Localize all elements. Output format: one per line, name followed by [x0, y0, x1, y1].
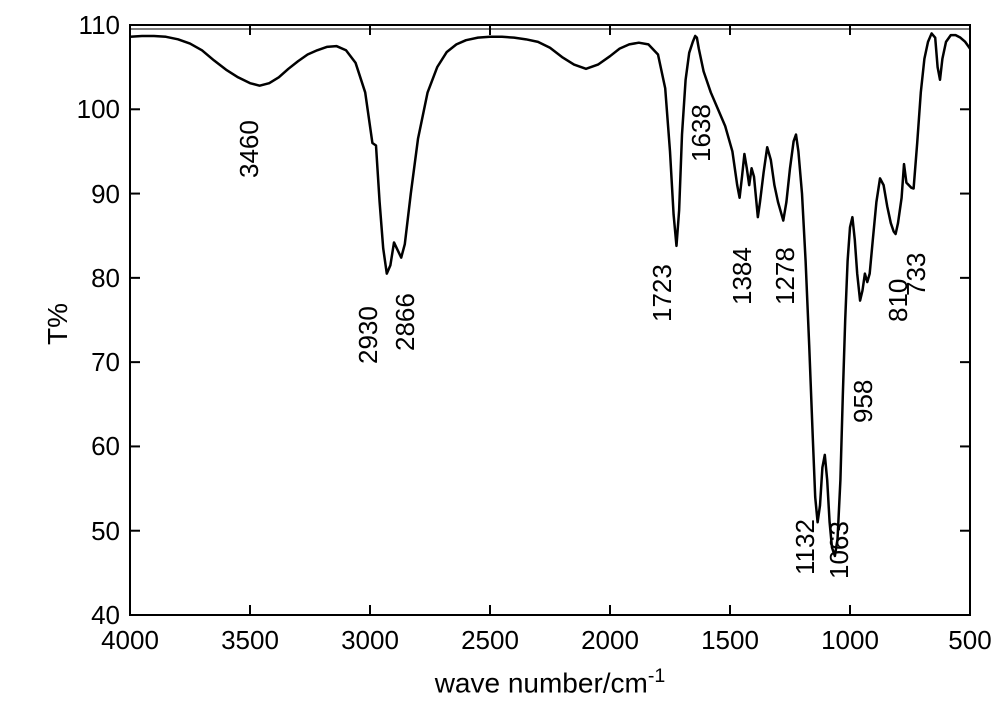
- ytick-label: 100: [77, 94, 120, 125]
- peak-label: 2930: [353, 306, 384, 364]
- xtick-label: 3000: [330, 625, 410, 656]
- ytick-label: 110: [79, 10, 120, 41]
- xtick-label: 500: [930, 625, 1000, 656]
- xtick-label: 1000: [810, 625, 890, 656]
- xtick-label: 1500: [690, 625, 770, 656]
- ytick-label: 50: [91, 516, 120, 547]
- peak-label: 733: [901, 253, 932, 296]
- peak-label: 1063: [824, 521, 855, 579]
- peak-label: 1132: [790, 519, 821, 575]
- peak-label: 1723: [647, 264, 678, 322]
- ytick-label: 40: [91, 600, 120, 631]
- peak-label: 3460: [234, 121, 265, 179]
- ytick-label: 70: [91, 347, 120, 378]
- ytick-label: 90: [91, 179, 120, 210]
- y-axis-label: T%: [42, 303, 74, 345]
- peak-label: 1638: [686, 104, 717, 162]
- plot-svg: [0, 0, 1000, 723]
- peak-label: 1384: [727, 247, 758, 305]
- xtick-label: 2500: [450, 625, 530, 656]
- x-axis-label: wave number/cm-1: [130, 665, 970, 699]
- x-axis-label-sup: -1: [648, 665, 665, 687]
- x-axis-label-text: wave number/cm: [435, 667, 648, 698]
- peak-label: 1278: [770, 247, 801, 305]
- peak-label: 2866: [390, 293, 421, 351]
- ytick-label: 60: [91, 431, 120, 462]
- xtick-label: 3500: [210, 625, 290, 656]
- peak-label: 958: [848, 379, 879, 422]
- xtick-label: 2000: [570, 625, 650, 656]
- ytick-label: 80: [91, 263, 120, 294]
